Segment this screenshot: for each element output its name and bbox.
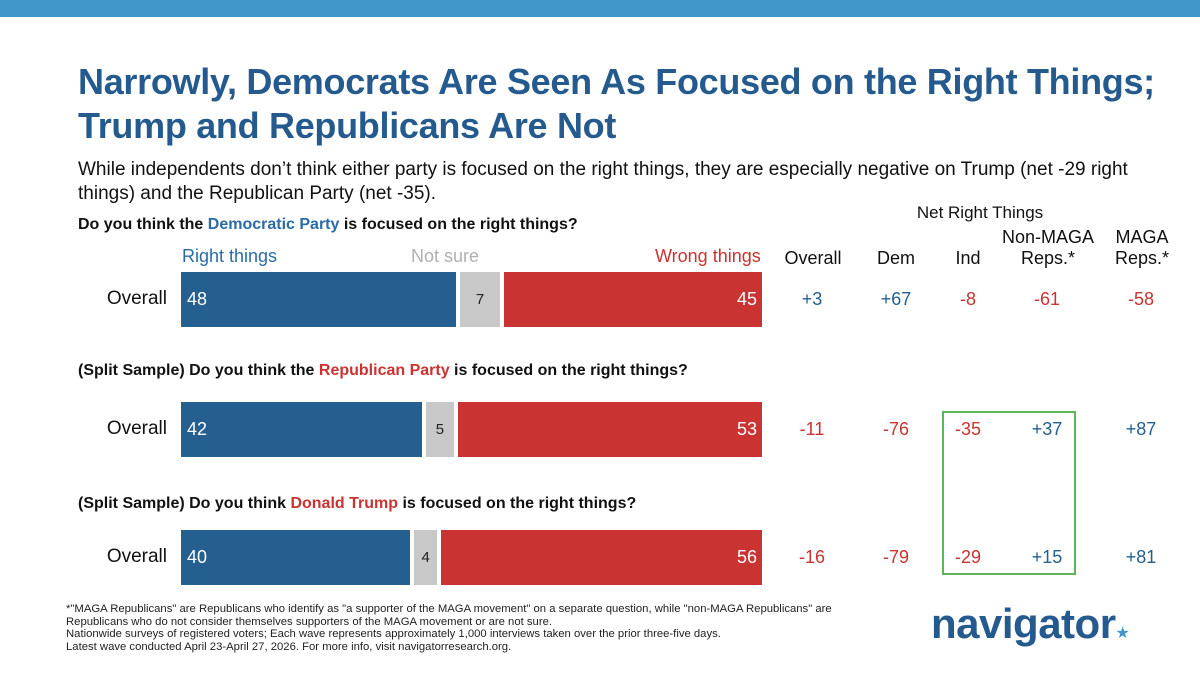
page-title: Narrowly, Democrats Are Seen As Focused …	[78, 60, 1178, 148]
net-value: +3	[801, 289, 823, 309]
legend-right-things: Right things	[182, 246, 278, 266]
col-head-dem: Dem	[876, 248, 915, 268]
col-head-overall: Overall	[784, 248, 842, 268]
bar-not-sure-label: 7	[475, 291, 485, 308]
net-value: +67	[880, 289, 912, 309]
net-value: -61	[1033, 289, 1060, 309]
title-line-1: Narrowly, Democrats Are Seen As Focused …	[78, 61, 1155, 102]
question-1-post: is focused on the right things?	[339, 216, 578, 233]
bar-right-things-label: 40	[187, 547, 208, 567]
bar-not-sure: 7	[460, 272, 501, 327]
legend-wrong-things: Wrong things	[655, 246, 761, 266]
footnote: *"MAGA Republicans" are Republicans who …	[66, 603, 886, 654]
question-2-post: is focused on the right things?	[449, 362, 688, 379]
net-value: -29	[954, 547, 981, 567]
highlight-box	[942, 411, 1076, 575]
row-label: Overall	[106, 418, 167, 439]
footnote-maga-definition: *"MAGA Republicans" are Republicans who …	[66, 603, 832, 628]
net-value: +15	[1031, 547, 1063, 567]
row-label: Overall	[106, 546, 167, 567]
subtitle: While independents don’t think either pa…	[78, 159, 1128, 204]
question-3-post: is focused on the right things?	[398, 495, 637, 512]
top-accent-bar	[0, 0, 1200, 17]
question-2-pre: (Split Sample) Do you think the	[78, 362, 319, 379]
bar-right-things: 40	[181, 530, 411, 585]
row-label: Overall	[106, 288, 167, 309]
bar-not-sure-label: 5	[435, 421, 445, 438]
bar-wrong-things-label: 53	[736, 419, 757, 439]
question-3-subject: Donald Trump	[290, 495, 399, 512]
net-value: -16	[798, 547, 825, 567]
col-head-non-maga: Non-MAGA Reps.*	[1001, 227, 1095, 268]
net-value: +87	[1125, 419, 1157, 439]
footnote-methodology: Nationwide surveys of registered voters;…	[66, 628, 721, 641]
bar-right-things: 42	[181, 402, 422, 457]
net-value: -11	[799, 419, 825, 439]
bar-wrong-things: 45	[504, 272, 762, 327]
legend-not-sure: Not sure	[411, 246, 480, 266]
bar-right-things: 48	[181, 272, 457, 327]
col-head-ind: Ind	[955, 248, 981, 268]
net-value: -58	[1127, 289, 1154, 309]
net-value: -35	[954, 419, 981, 439]
bar-wrong-things: 56	[441, 530, 762, 585]
question-2-subject: Republican Party	[318, 362, 450, 379]
question-2: (Split Sample) Do you think the Republic…	[78, 362, 688, 380]
net-value: +81	[1125, 547, 1157, 567]
navigator-logo: navigator★	[931, 600, 1130, 648]
net-value: -79	[882, 547, 909, 567]
net-value: -76	[882, 419, 909, 439]
question-3: (Split Sample) Do you think Donald Trump…	[78, 495, 636, 513]
bar-not-sure-label: 4	[421, 549, 430, 566]
bar-wrong-things-label: 56	[736, 547, 757, 567]
net-value: -8	[959, 289, 976, 309]
bar-right-things-label: 42	[187, 419, 208, 439]
bar-right-things-label: 48	[187, 289, 208, 309]
question-1-pre: Do you think the	[78, 216, 208, 233]
logo-text: navigator	[931, 600, 1116, 647]
net-right-things-header: Net Right Things	[916, 203, 1044, 222]
question-3-pre: (Split Sample) Do you think	[78, 495, 291, 512]
footnote-wave-info: Latest wave conducted April 23-April 27,…	[66, 641, 512, 654]
bar-wrong-things-label: 45	[736, 289, 757, 309]
title-line-2: Trump and Republicans Are Not	[78, 105, 617, 146]
bar-not-sure: 5	[425, 402, 455, 457]
question-1: Do you think the Democratic Party is foc…	[78, 216, 578, 234]
bar-wrong-things: 53	[458, 402, 762, 457]
net-value: +37	[1031, 419, 1063, 439]
col-head-maga: MAGA Reps.*	[1114, 227, 1170, 268]
bar-not-sure: 4	[414, 530, 438, 585]
question-1-subject: Democratic Party	[207, 216, 340, 233]
logo-star-icon: ★	[1115, 625, 1130, 642]
